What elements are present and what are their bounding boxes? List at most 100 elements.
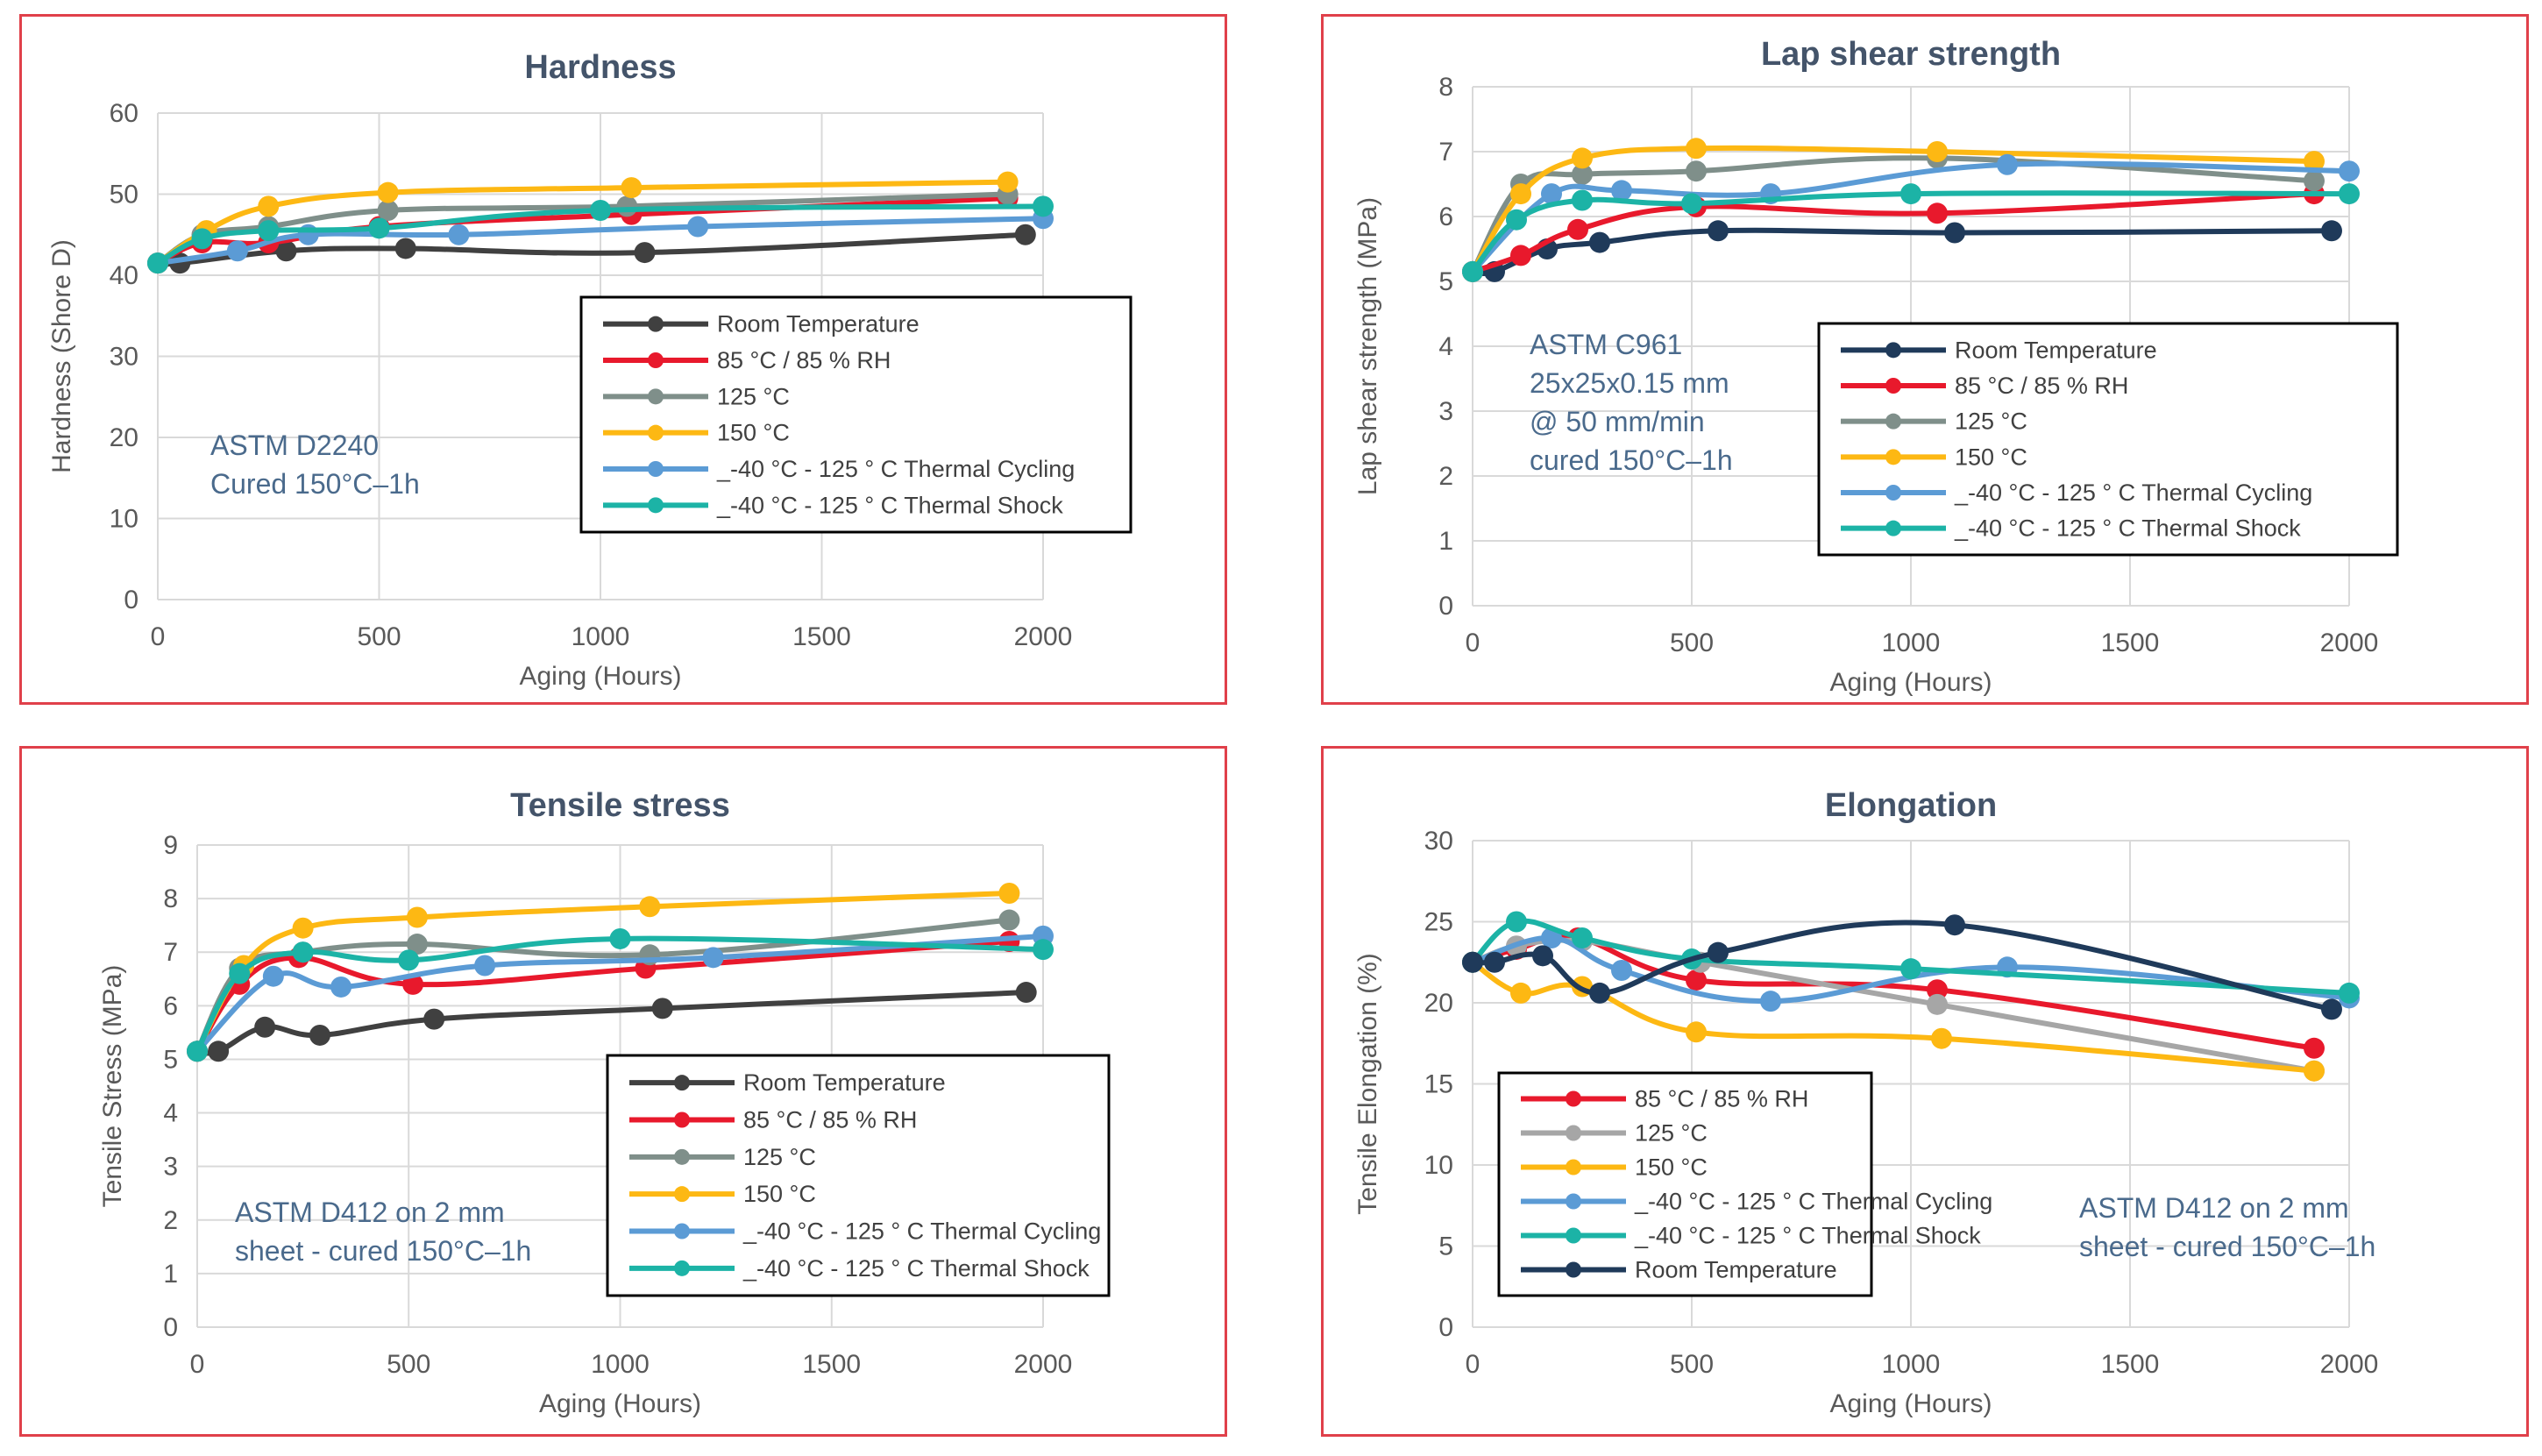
y-tick-label: 40 bbox=[110, 261, 138, 290]
legend-marker bbox=[1566, 1227, 1581, 1244]
legend-label: 125 °C bbox=[1955, 408, 2027, 435]
data-point bbox=[1708, 941, 1729, 963]
data-point bbox=[1686, 138, 1707, 160]
y-tick-label: 60 bbox=[110, 99, 138, 128]
legend-marker bbox=[1885, 413, 1901, 430]
data-point bbox=[997, 171, 1019, 193]
series-line bbox=[1470, 937, 2317, 1074]
y-tick-label: 50 bbox=[110, 181, 138, 210]
data-point bbox=[1611, 960, 1632, 981]
data-point bbox=[1510, 245, 1531, 266]
legend-marker bbox=[1885, 485, 1901, 501]
data-point bbox=[258, 220, 280, 242]
data-point bbox=[1572, 147, 1593, 169]
data-point bbox=[226, 240, 248, 262]
y-axis-label: Hardness (Shore D) bbox=[47, 239, 76, 473]
chart-svg: Elongation 0 5 10 15 20 25 30 0 500 1000 1500 2000 Ag… bbox=[1353, 787, 2379, 1418]
x-axis-label: Aging (Hours) bbox=[1829, 1389, 1992, 1418]
data-point bbox=[1015, 982, 1037, 1004]
legend-marker bbox=[648, 352, 664, 368]
legend-label: _-40 °C - 125 ° C Thermal Shock bbox=[742, 1255, 1090, 1282]
x-tick-label: 2000 bbox=[2320, 1350, 2379, 1379]
x-tick-label: 500 bbox=[1670, 629, 1714, 657]
legend-label: _-40 °C - 125 ° C Thermal Cycling bbox=[1954, 479, 2312, 506]
data-point bbox=[406, 906, 428, 928]
y-tick-label: 2 bbox=[163, 1206, 178, 1235]
gridlines bbox=[157, 112, 1044, 600]
data-point bbox=[2339, 160, 2360, 182]
data-point bbox=[1900, 958, 1921, 980]
legend-label: _-40 °C - 125 ° C Thermal Shock bbox=[1634, 1223, 1981, 1249]
elongation-chart-panel: Elongation 0 5 10 15 20 25 30 0 500 1000 1500 2000 Ag… bbox=[1321, 746, 2529, 1437]
data-point bbox=[368, 217, 390, 239]
data-point bbox=[621, 177, 643, 199]
data-point bbox=[1033, 195, 1054, 217]
y-tick-label: 0 bbox=[124, 586, 138, 614]
legend-marker bbox=[674, 1075, 690, 1091]
y-tick-label: 30 bbox=[1424, 827, 1453, 856]
y-tick-label: 9 bbox=[163, 831, 178, 860]
x-tick-label: 500 bbox=[387, 1350, 430, 1379]
x-tick-label: 500 bbox=[357, 622, 401, 651]
legend-marker bbox=[1566, 1159, 1581, 1175]
data-point bbox=[1760, 991, 1781, 1012]
x-axis-label: Aging (Hours) bbox=[539, 1389, 701, 1418]
data-point bbox=[1927, 141, 1948, 162]
chart-title: Tensile stress bbox=[510, 787, 730, 824]
chart-title: Hardness bbox=[524, 49, 676, 86]
x-tick-label: 1500 bbox=[802, 1350, 861, 1379]
data-point bbox=[275, 240, 297, 262]
legend-box bbox=[606, 1054, 1111, 1297]
y-tick-label: 0 bbox=[163, 1313, 178, 1342]
legend-label: Room Temperature bbox=[1955, 337, 2157, 363]
x-tick-label: 1000 bbox=[572, 622, 630, 651]
legend-box bbox=[579, 295, 1133, 534]
y-tick-label: 25 bbox=[1424, 908, 1453, 937]
y-tick-label: 0 bbox=[1438, 592, 1453, 621]
legend-label: _-40 °C - 125 ° C Thermal Shock bbox=[1954, 515, 2301, 542]
legend-marker bbox=[1566, 1090, 1581, 1107]
data-point bbox=[1506, 209, 1527, 231]
data-point bbox=[2304, 1060, 2325, 1082]
legend-label: 150 °C bbox=[717, 420, 790, 446]
data-point bbox=[1927, 202, 1948, 224]
hardness-chart-panel: Hardness 0 10 20 30 40 50 60 0 500 1000 1500 2000 Agi… bbox=[19, 14, 1227, 705]
data-point bbox=[1686, 969, 1707, 991]
y-tick-label: 4 bbox=[163, 1099, 178, 1128]
data-point bbox=[1900, 183, 1921, 205]
legend-marker bbox=[1566, 1193, 1581, 1210]
legend-box bbox=[1497, 1071, 1873, 1297]
data-point bbox=[292, 941, 314, 963]
chart-title: Elongation bbox=[1825, 787, 1997, 824]
legend-label: 85 °C / 85 % RH bbox=[1635, 1086, 1808, 1112]
y-tick-label: 5 bbox=[163, 1045, 178, 1074]
lap-shear-chart-panel: Lap shear strength 0 1 2 3 4 5 6 7 8 0 500 1000 1500 2… bbox=[1321, 14, 2529, 705]
legend-marker bbox=[1566, 1125, 1581, 1141]
y-tick-label: 4 bbox=[1438, 332, 1453, 361]
data-point bbox=[398, 949, 420, 971]
y-tick-label: 1 bbox=[163, 1260, 178, 1289]
chart-annotation: 25x25x0.15 mm bbox=[1530, 367, 1729, 399]
data-point bbox=[262, 965, 284, 987]
legend-marker bbox=[1885, 378, 1901, 394]
legend-label: 85 °C / 85 % RH bbox=[717, 347, 891, 373]
data-point bbox=[1997, 153, 2018, 175]
data-point bbox=[1681, 193, 1702, 215]
data-point bbox=[254, 1016, 276, 1038]
data-point bbox=[229, 962, 251, 984]
legend-label: Room Temperature bbox=[743, 1069, 946, 1096]
y-tick-label: 5 bbox=[1438, 1232, 1453, 1261]
y-axis-label: Lap shear strength (MPa) bbox=[1353, 197, 1382, 495]
data-point bbox=[998, 883, 1020, 904]
legend-label: 150 °C bbox=[1635, 1154, 1708, 1181]
legend-marker bbox=[1885, 520, 1901, 536]
legend-label: Room Temperature bbox=[1635, 1257, 1837, 1283]
legend-marker bbox=[1885, 342, 1901, 359]
legend-marker bbox=[674, 1112, 690, 1128]
data-point bbox=[1686, 160, 1707, 182]
y-tick-label: 7 bbox=[1438, 138, 1453, 167]
chart-annotation: ASTM D412 on 2 mm bbox=[235, 1197, 505, 1228]
data-point bbox=[1611, 180, 1632, 202]
chart-annotation: ASTM D2240 bbox=[210, 430, 379, 461]
x-tick-label: 1000 bbox=[1882, 1350, 1941, 1379]
